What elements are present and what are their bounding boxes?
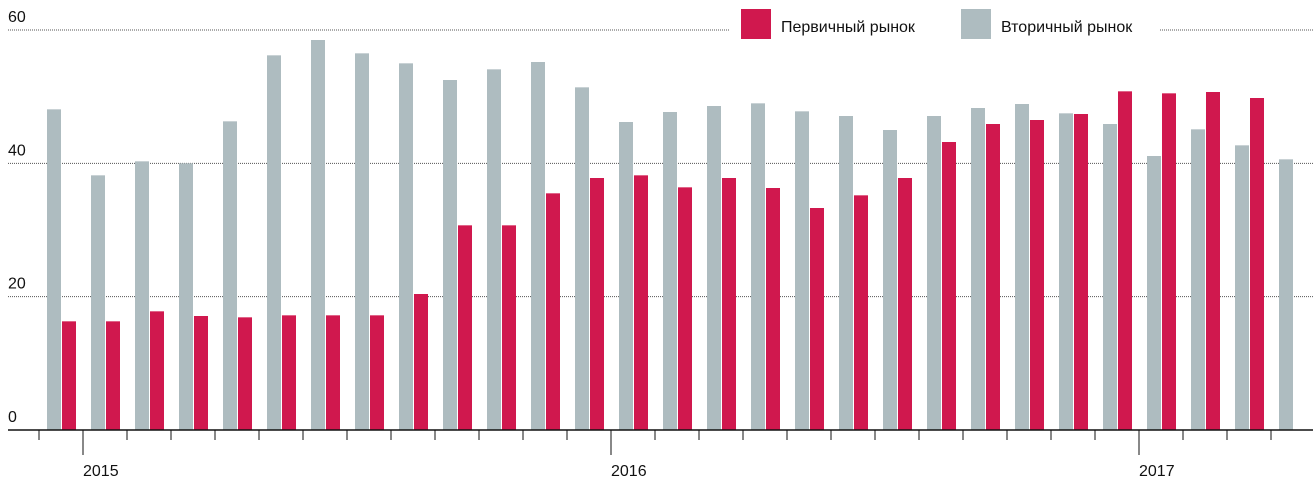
bar bbox=[590, 178, 604, 430]
bar bbox=[91, 175, 105, 430]
bar bbox=[1059, 113, 1073, 430]
bar bbox=[1103, 124, 1117, 430]
bar bbox=[766, 188, 780, 430]
bar bbox=[223, 121, 237, 430]
y-tick-label: 20 bbox=[8, 276, 26, 293]
bar bbox=[443, 80, 457, 430]
bar bbox=[414, 294, 428, 430]
bar bbox=[135, 161, 149, 431]
bar bbox=[1206, 92, 1220, 430]
bar bbox=[1250, 98, 1264, 430]
bar bbox=[722, 178, 736, 430]
bar bbox=[194, 316, 208, 430]
bar bbox=[1147, 156, 1161, 430]
legend-swatch bbox=[961, 9, 991, 39]
bar bbox=[1074, 114, 1088, 430]
bar bbox=[751, 103, 765, 430]
bar bbox=[619, 122, 633, 430]
bar bbox=[1118, 91, 1132, 430]
bar bbox=[1162, 93, 1176, 430]
legend-background bbox=[730, 8, 1160, 44]
bar bbox=[678, 187, 692, 430]
bar bbox=[502, 225, 516, 430]
bar bbox=[883, 130, 897, 430]
bar bbox=[487, 69, 501, 430]
bar bbox=[971, 108, 985, 430]
y-tick-label: 40 bbox=[8, 142, 26, 159]
bar bbox=[326, 315, 340, 430]
bar bbox=[634, 175, 648, 430]
bar bbox=[1015, 104, 1029, 430]
bar bbox=[898, 178, 912, 430]
x-tick-label: 2017 bbox=[1139, 463, 1175, 480]
x-tick-label: 2015 bbox=[83, 463, 119, 480]
legend-label: Вторичный рынок bbox=[1001, 19, 1133, 36]
bar bbox=[810, 208, 824, 430]
y-tick-label: 60 bbox=[8, 9, 26, 26]
bar bbox=[1279, 159, 1293, 431]
bar bbox=[1191, 129, 1205, 431]
bar bbox=[1235, 145, 1249, 431]
bar bbox=[282, 315, 296, 430]
bar bbox=[399, 63, 413, 430]
bar bbox=[707, 106, 721, 430]
bar bbox=[927, 116, 941, 430]
y-tick-label: 0 bbox=[8, 409, 17, 426]
bar bbox=[47, 109, 61, 430]
legend-swatch bbox=[741, 9, 771, 39]
bar bbox=[1030, 120, 1044, 430]
bar bbox=[839, 116, 853, 430]
bar bbox=[311, 40, 325, 430]
bar bbox=[150, 311, 164, 430]
bar bbox=[267, 55, 281, 430]
bar bbox=[106, 321, 120, 430]
x-tick-label: 2016 bbox=[611, 463, 647, 480]
bar bbox=[62, 321, 76, 430]
bar bbox=[355, 53, 369, 430]
legend-label: Первичный рынок bbox=[781, 19, 916, 36]
bar bbox=[546, 193, 560, 430]
bar bbox=[942, 142, 956, 430]
bar bbox=[458, 225, 472, 430]
bar bbox=[854, 195, 868, 430]
bar bbox=[795, 111, 809, 430]
bar bbox=[575, 87, 589, 430]
bar bbox=[238, 317, 252, 430]
bar bbox=[531, 62, 545, 430]
bar bbox=[663, 112, 677, 430]
bar bbox=[986, 124, 1000, 430]
bar bbox=[179, 163, 193, 431]
bar bbox=[370, 315, 384, 430]
